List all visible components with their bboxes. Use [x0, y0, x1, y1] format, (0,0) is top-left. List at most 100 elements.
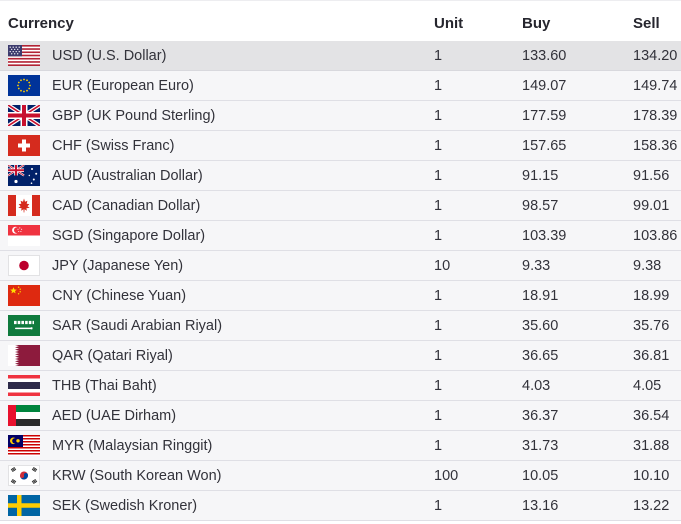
- sell-value: 103.86: [633, 227, 678, 244]
- currency-name: QAR (Qatari Riyal): [52, 347, 173, 364]
- flag-cell: [0, 465, 52, 486]
- currency-name: CHF (Swiss Franc): [52, 137, 175, 154]
- unit-value: 1: [434, 227, 443, 244]
- currency-name: CNY (Chinese Yuan): [52, 287, 187, 304]
- table-row[interactable]: CNY (Chinese Yuan) 1 18.91 18.99: [0, 281, 681, 311]
- table-row[interactable]: SAR (Saudi Arabian Riyal) 1 35.60 35.76: [0, 311, 681, 341]
- unit-value: 1: [434, 107, 443, 124]
- buy-value: 13.16: [522, 497, 559, 514]
- sell-value: 9.38: [633, 257, 662, 274]
- thb-flag-icon: [8, 375, 40, 396]
- aud-flag-icon: [8, 165, 40, 186]
- table-row[interactable]: MYR (Malaysian Ringgit) 1 31.73 31.88: [0, 431, 681, 461]
- myr-flag-icon: [8, 435, 40, 456]
- currency-name: AUD (Australian Dollar): [52, 167, 203, 184]
- table-row[interactable]: SGD (Singapore Dollar) 1 103.39 103.86: [0, 221, 681, 251]
- cad-flag-icon: [8, 195, 40, 216]
- buy-value: 157.65: [522, 137, 567, 154]
- flag-cell: [0, 105, 52, 126]
- unit-value: 1: [434, 47, 443, 64]
- table-row[interactable]: CAD (Canadian Dollar) 1 98.57 99.01: [0, 191, 681, 221]
- unit-value: 10: [434, 257, 451, 274]
- buy-value: 133.60: [522, 47, 567, 64]
- column-header-currency: Currency: [8, 14, 74, 32]
- buy-value: 4.03: [522, 377, 551, 394]
- buy-value: 35.60: [522, 317, 559, 334]
- currency-name: SGD (Singapore Dollar): [52, 227, 206, 244]
- unit-value: 1: [434, 497, 443, 514]
- sell-value: 31.88: [633, 437, 670, 454]
- table-body: USD (U.S. Dollar) 1 133.60 134.20 EUR (E…: [0, 41, 681, 521]
- flag-cell: [0, 285, 52, 306]
- unit-value: 1: [434, 167, 443, 184]
- currency-name: THB (Thai Baht): [52, 377, 157, 394]
- currency-name: SAR (Saudi Arabian Riyal): [52, 317, 223, 334]
- flag-cell: [0, 75, 52, 96]
- unit-value: 100: [434, 467, 459, 484]
- aed-flag-icon: [8, 405, 40, 426]
- column-header-unit: Unit: [434, 14, 464, 32]
- jpy-flag-icon: [8, 255, 40, 276]
- buy-value: 177.59: [522, 107, 567, 124]
- krw-flag-icon: [8, 465, 40, 486]
- unit-value: 1: [434, 77, 443, 94]
- sell-value: 10.10: [633, 467, 670, 484]
- table-row[interactable]: KRW (South Korean Won) 100 10.05 10.10: [0, 461, 681, 491]
- sell-value: 13.22: [633, 497, 670, 514]
- sell-value: 134.20: [633, 47, 678, 64]
- sek-flag-icon: [8, 495, 40, 516]
- unit-value: 1: [434, 407, 443, 424]
- table-header: Currency Unit Buy Sell: [0, 1, 681, 41]
- unit-value: 1: [434, 287, 443, 304]
- eur-flag-icon: [8, 75, 40, 96]
- table-row[interactable]: QAR (Qatari Riyal) 1 36.65 36.81: [0, 341, 681, 371]
- flag-cell: [0, 495, 52, 516]
- table-row[interactable]: EUR (European Euro) 1 149.07 149.74: [0, 71, 681, 101]
- sell-value: 36.54: [633, 407, 670, 424]
- currency-name: JPY (Japanese Yen): [52, 257, 184, 274]
- sell-value: 36.81: [633, 347, 670, 364]
- sgd-flag-icon: [8, 225, 40, 246]
- table-row[interactable]: THB (Thai Baht) 1 4.03 4.05: [0, 371, 681, 401]
- sell-value: 91.56: [633, 167, 670, 184]
- currency-name: KRW (South Korean Won): [52, 467, 222, 484]
- table-row[interactable]: USD (U.S. Dollar) 1 133.60 134.20: [0, 41, 681, 71]
- buy-value: 9.33: [522, 257, 551, 274]
- buy-value: 91.15: [522, 167, 559, 184]
- buy-value: 149.07: [522, 77, 567, 94]
- sell-value: 149.74: [633, 77, 678, 94]
- buy-value: 103.39: [522, 227, 567, 244]
- unit-value: 1: [434, 377, 443, 394]
- currency-name: AED (UAE Dirham): [52, 407, 177, 424]
- table-row[interactable]: AED (UAE Dirham) 1 36.37 36.54: [0, 401, 681, 431]
- unit-value: 1: [434, 317, 443, 334]
- flag-cell: [0, 315, 52, 336]
- table-row[interactable]: AUD (Australian Dollar) 1 91.15 91.56: [0, 161, 681, 191]
- table-row[interactable]: CHF (Swiss Franc) 1 157.65 158.36: [0, 131, 681, 161]
- sell-value: 4.05: [633, 377, 662, 394]
- flag-cell: [0, 195, 52, 216]
- flag-cell: [0, 165, 52, 186]
- currency-name: USD (U.S. Dollar): [52, 47, 167, 64]
- chf-flag-icon: [8, 135, 40, 156]
- currency-name: SEK (Swedish Kroner): [52, 497, 198, 514]
- unit-value: 1: [434, 137, 443, 154]
- flag-cell: [0, 375, 52, 396]
- flag-cell: [0, 45, 52, 66]
- flag-cell: [0, 135, 52, 156]
- flag-cell: [0, 435, 52, 456]
- unit-value: 1: [434, 347, 443, 364]
- flag-cell: [0, 345, 52, 366]
- table-row[interactable]: JPY (Japanese Yen) 10 9.33 9.38: [0, 251, 681, 281]
- sell-value: 99.01: [633, 197, 670, 214]
- column-header-sell: Sell: [633, 14, 660, 32]
- gbp-flag-icon: [8, 105, 40, 126]
- buy-value: 10.05: [522, 467, 559, 484]
- buy-value: 31.73: [522, 437, 559, 454]
- sell-value: 178.39: [633, 107, 678, 124]
- buy-value: 36.37: [522, 407, 559, 424]
- table-row[interactable]: GBP (UK Pound Sterling) 1 177.59 178.39: [0, 101, 681, 131]
- table-row[interactable]: SEK (Swedish Kroner) 1 13.16 13.22: [0, 491, 681, 521]
- flag-cell: [0, 405, 52, 426]
